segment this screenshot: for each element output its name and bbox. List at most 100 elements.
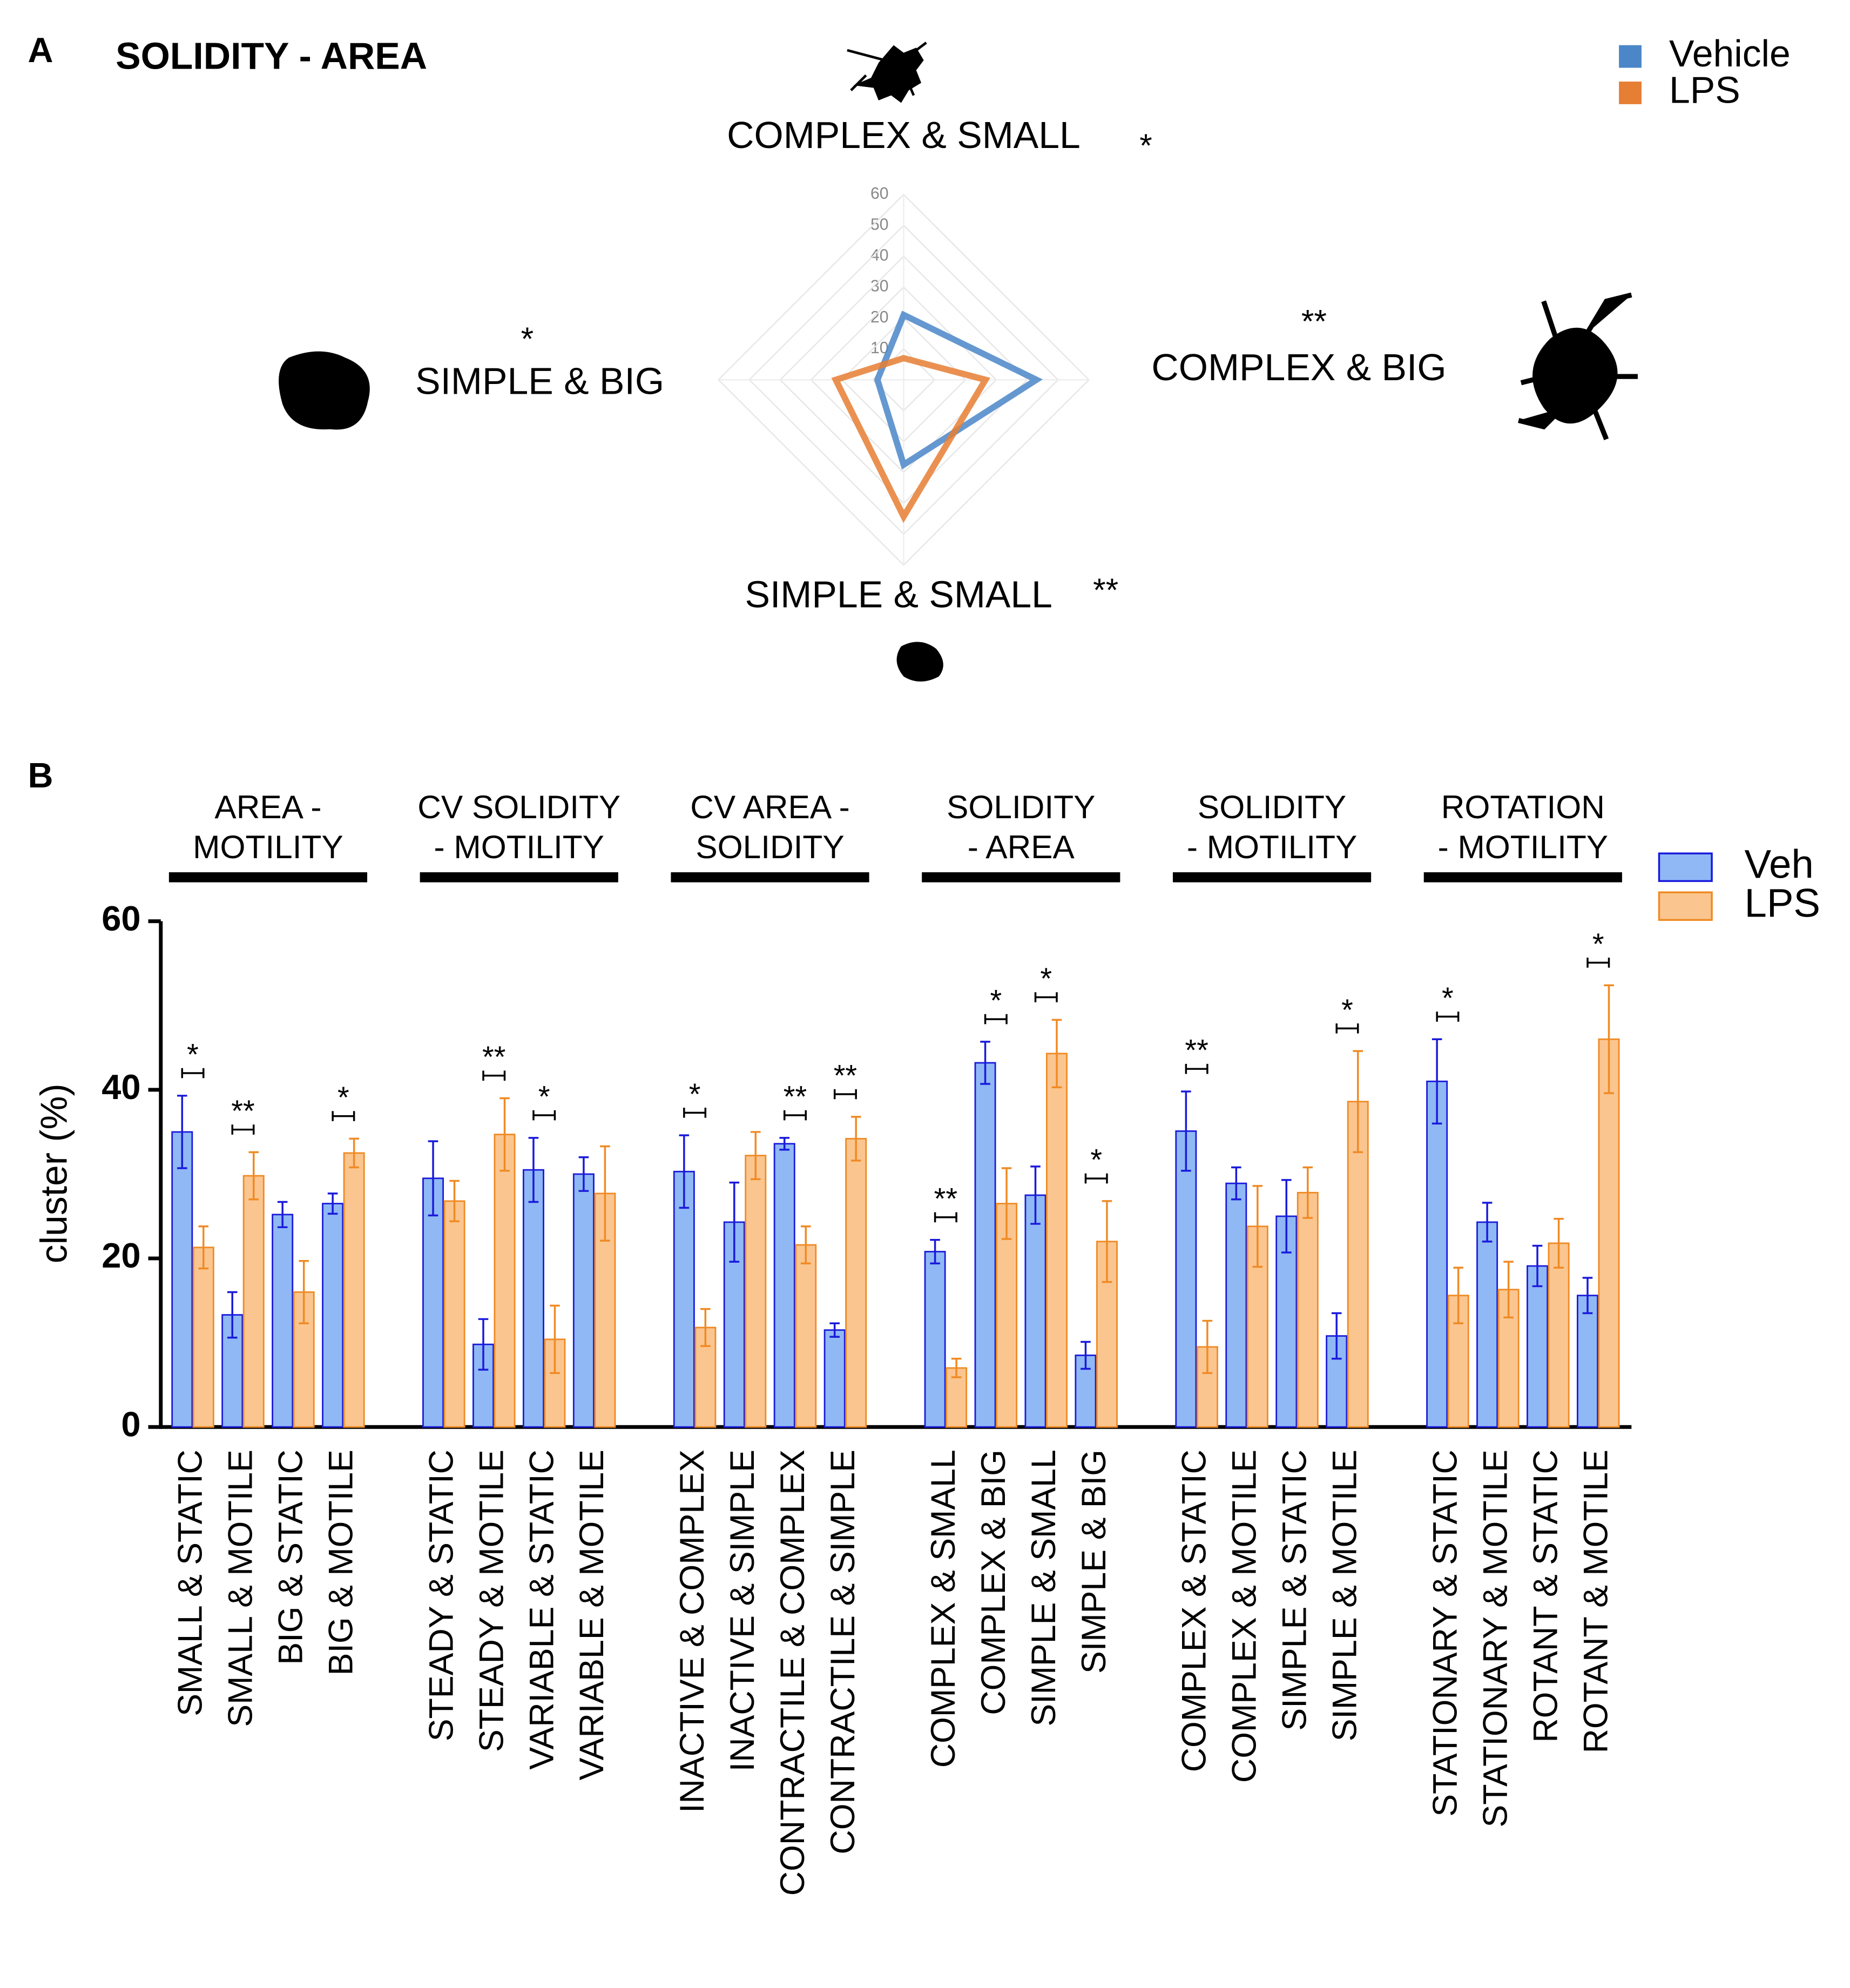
significance-bracket <box>934 1212 957 1223</box>
bar <box>192 1246 214 1428</box>
bar <box>996 1203 1018 1428</box>
group-title: - MOTILITY <box>1187 828 1357 865</box>
radar-axis-label: COMPLEX & BIG <box>1151 346 1446 388</box>
significance: * <box>538 1080 550 1114</box>
bar <box>1527 1265 1549 1428</box>
significance: * <box>990 984 1002 1017</box>
group-title: MOTILITY <box>193 828 343 865</box>
bar <box>773 1143 795 1428</box>
bar <box>795 1244 817 1428</box>
bar <box>1096 1241 1118 1428</box>
radar-axis-label: SIMPLE & SMALL <box>745 574 1052 616</box>
bar <box>1297 1191 1319 1428</box>
group-title: SOLIDITY <box>1198 789 1346 825</box>
group-bar <box>922 872 1120 882</box>
x-tick-label: SIMPLE & STATIC <box>1276 1450 1314 1731</box>
group-title: - MOTILITY <box>1438 828 1608 865</box>
bar <box>924 1251 946 1428</box>
x-tick-label: STATIONARY & MOTILE <box>1476 1450 1514 1828</box>
group-bar <box>1172 872 1372 882</box>
y-tick-label: 0 <box>121 1404 140 1444</box>
significance-bracket <box>1185 1063 1208 1074</box>
significance-bracket <box>1586 958 1610 968</box>
bar <box>1347 1101 1369 1428</box>
significance-bracket <box>532 1110 556 1121</box>
significance-bracket <box>332 1111 355 1121</box>
x-tick-label: SIMPLE & MOTILE <box>1326 1450 1364 1741</box>
x-tick-label: INACTIVE & COMPLEX <box>673 1450 711 1813</box>
bar <box>845 1138 867 1428</box>
significance: * <box>521 320 534 357</box>
icon-complex-big <box>1532 327 1618 424</box>
icon-simple-small <box>896 642 943 682</box>
significance: * <box>689 1077 701 1111</box>
significance-bracket <box>231 1124 255 1135</box>
bar <box>242 1175 265 1428</box>
significance-bracket <box>1034 992 1058 1002</box>
significance-bracket <box>1436 1012 1460 1022</box>
y-axis-label: cluster (%) <box>32 1083 75 1263</box>
x-tick-label: COMPLEX & MOTILE <box>1226 1450 1264 1783</box>
bar <box>1225 1182 1247 1428</box>
significance-bracket <box>833 1089 857 1100</box>
y-tick-label: 20 <box>102 1236 140 1275</box>
x-tick-label: VARIABLE & STATIC <box>523 1450 561 1770</box>
significance: ** <box>1185 1034 1208 1067</box>
group-bar <box>420 872 618 882</box>
x-tick-label: COMPLEX & STATIC <box>1176 1450 1213 1772</box>
significance: ** <box>231 1094 254 1128</box>
significance: * <box>1592 927 1604 961</box>
significance: ** <box>1093 571 1118 608</box>
x-tick-label: SIMPLE & SMALL <box>1025 1450 1063 1727</box>
x-tick-label: SMALL & STATIC <box>172 1450 210 1716</box>
x-tick-label: CONTRACTILE & SIMPLE <box>824 1450 862 1854</box>
bar <box>343 1152 365 1428</box>
legend-label: LPS <box>1744 880 1820 925</box>
group-bar <box>1423 872 1622 882</box>
bar <box>443 1200 465 1428</box>
bar <box>1447 1295 1469 1428</box>
x-tick-label: SMALL & MOTILE <box>222 1450 260 1727</box>
significance-bracket <box>683 1108 707 1118</box>
legend-swatch <box>1619 82 1642 104</box>
significance: ** <box>784 1080 807 1114</box>
panel-label: A <box>28 30 53 70</box>
bar <box>745 1155 767 1428</box>
significance: * <box>1139 127 1152 164</box>
radar-series <box>831 355 990 523</box>
radar-axis-label: SIMPLE & BIG <box>415 360 664 402</box>
significance: ** <box>934 1182 957 1215</box>
legend-label: Vehicle <box>1669 32 1791 75</box>
bar <box>1577 1295 1598 1428</box>
panel-label: B <box>28 756 53 795</box>
x-tick-label: STATIONARY & STATIC <box>1426 1450 1464 1817</box>
bar <box>673 1170 695 1428</box>
bar <box>272 1214 294 1428</box>
bar <box>974 1062 996 1428</box>
significance: * <box>1341 993 1353 1027</box>
significance: * <box>1040 962 1052 995</box>
radar-series <box>874 311 1043 470</box>
significance: * <box>1090 1143 1102 1177</box>
legend-label: LPS <box>1669 69 1740 111</box>
x-tick-label: ROTANT & MOTILE <box>1577 1450 1615 1753</box>
group-title: - MOTILITY <box>434 828 604 865</box>
y-tick-label: 40 <box>102 1067 140 1107</box>
group-title: AREA - <box>214 789 321 825</box>
group-title: - AREA <box>968 828 1075 865</box>
group-title: CV SOLIDITY <box>417 789 620 825</box>
x-tick-label: COMPLEX & BIG <box>975 1450 1012 1715</box>
icon-simple-big <box>279 351 370 430</box>
legend-swatch <box>1658 891 1713 921</box>
legend-swatch <box>1658 852 1713 882</box>
group-title: ROTATION <box>1441 789 1605 825</box>
significance-bracket <box>181 1068 205 1079</box>
bar <box>1426 1080 1448 1428</box>
group-title: SOLIDITY <box>696 828 844 865</box>
bar <box>494 1134 516 1428</box>
legend-label: Veh <box>1744 841 1813 886</box>
radar-grid <box>717 193 1090 566</box>
significance: ** <box>834 1059 857 1093</box>
x-tick-label: CONTRACTILE & COMPLEX <box>774 1450 812 1896</box>
